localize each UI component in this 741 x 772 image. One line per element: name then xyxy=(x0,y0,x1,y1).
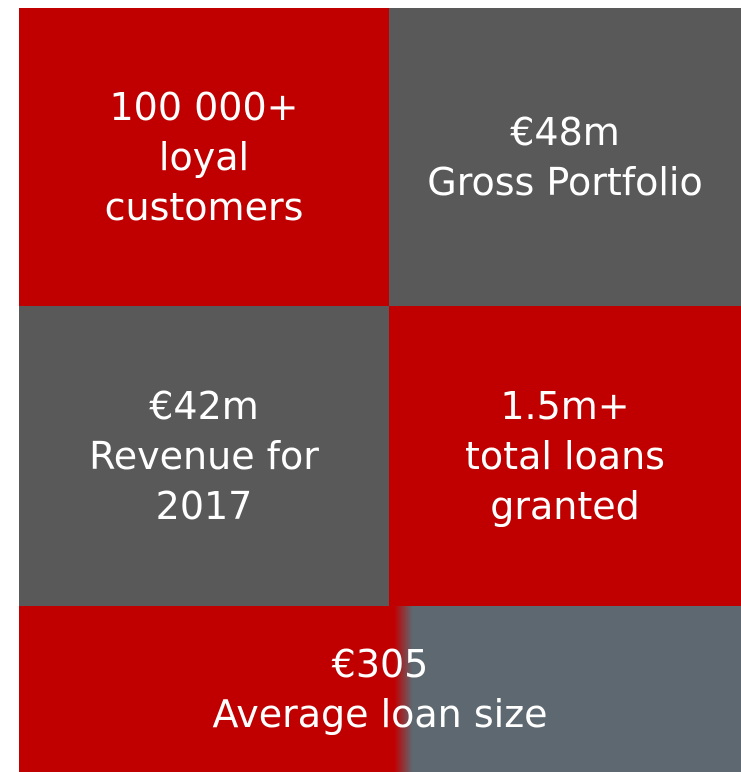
stat-text: 100 000+ xyxy=(109,85,299,129)
stat-text: granted xyxy=(490,484,640,528)
stat-text: customers xyxy=(104,185,304,229)
stat-tile: €305 Average loan size xyxy=(19,606,741,772)
stat-tile: 1.5m+ total loans granted xyxy=(389,306,741,606)
stat-tile: €42m Revenue for 2017 xyxy=(19,306,389,606)
stat-text: 1.5m+ xyxy=(500,384,630,428)
stat-text: Average loan size xyxy=(212,692,548,736)
stat-text: Revenue for xyxy=(89,434,319,478)
stat-text: €305 xyxy=(331,642,429,686)
stat-tile: 100 000+ loyal customers xyxy=(19,8,389,306)
stat-text: 2017 xyxy=(155,484,253,528)
stat-text: total loans xyxy=(465,434,665,478)
stat-text: Gross Portfolio xyxy=(427,160,703,204)
stat-tile: €48m Gross Portfolio xyxy=(389,8,741,306)
stat-text: €42m xyxy=(149,384,259,428)
stat-text: loyal xyxy=(158,135,250,179)
stat-text: €48m xyxy=(510,110,620,154)
